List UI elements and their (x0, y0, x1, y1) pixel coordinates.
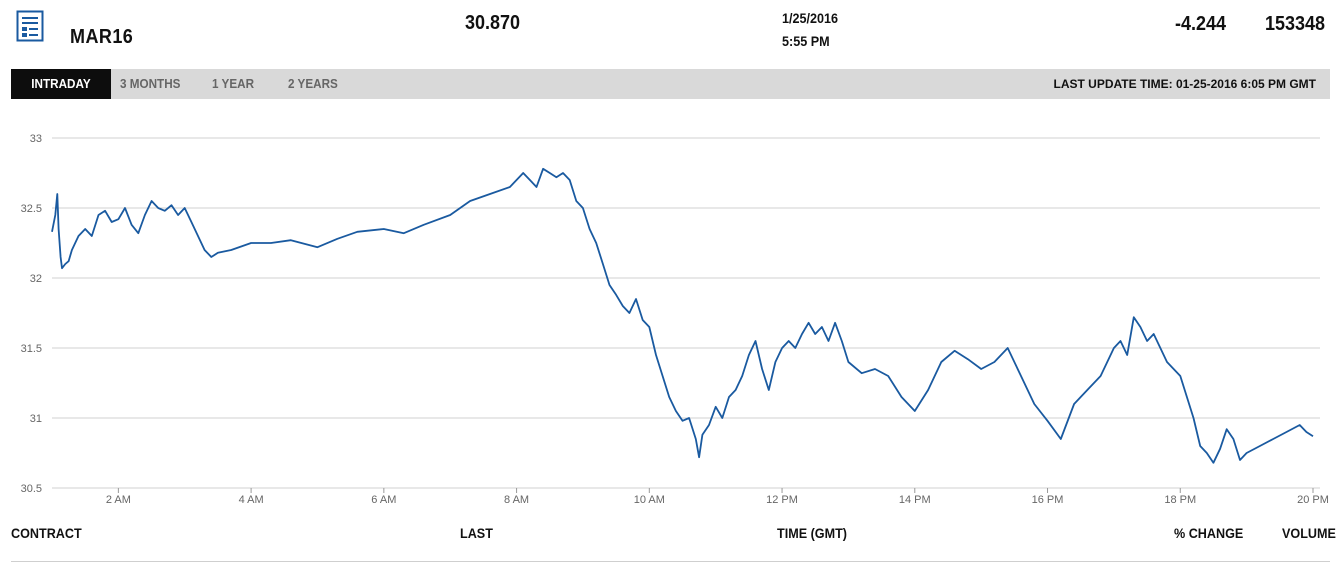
last-update-time: LAST UPDATE TIME: 01-25-2016 6:05 PM GMT (1053, 77, 1317, 91)
x-tick-label: 4 AM (239, 494, 264, 506)
y-tick-label: 32 (30, 273, 42, 285)
quote-header: MAR16 30.870 1/25/2016 5:55 PM -4.244 15… (0, 0, 1342, 66)
range-tab-bar: INTRADAY 3 MONTHS 1 YEAR 2 YEARS LAST UP… (11, 69, 1330, 99)
y-tick-label: 33 (30, 133, 42, 145)
x-tick-label: 18 PM (1164, 494, 1196, 506)
x-tick-label: 14 PM (899, 494, 931, 506)
tab-1-year[interactable]: 1 YEAR (212, 76, 255, 91)
column-percent-change: % CHANGE (1174, 525, 1244, 541)
contract-name: MAR16 (70, 26, 134, 48)
last-price: 30.870 (465, 12, 521, 34)
x-tick-label: 10 AM (634, 494, 665, 506)
tab-intraday-label: INTRADAY (31, 76, 91, 91)
y-tick-label: 31.5 (21, 343, 42, 355)
y-tick-label: 30.5 (21, 483, 42, 495)
y-tick-label: 31 (30, 413, 42, 425)
quote-date: 1/25/2016 (782, 10, 839, 26)
column-volume: VOLUME (1282, 525, 1336, 541)
x-tick-label: 20 PM (1297, 494, 1329, 506)
volume-value: 153348 (1265, 13, 1326, 35)
x-tick-label: 12 PM (766, 494, 798, 506)
column-time: TIME (GMT) (777, 525, 847, 541)
x-tick-label: 8 AM (504, 494, 529, 506)
tab-3-months[interactable]: 3 MONTHS (120, 76, 181, 91)
x-tick-label: 2 AM (106, 494, 131, 506)
quote-time: 5:55 PM (782, 33, 830, 49)
column-contract: CONTRACT (11, 525, 82, 541)
intraday-price-chart: 30.5 31 31.5 32 32.5 33 2 AM 4 AM 6 AM 8 AM 10 AM 1… (21, 133, 1329, 506)
tab-intraday[interactable]: INTRADAY (11, 69, 111, 99)
document-list-icon[interactable] (16, 10, 44, 42)
percent-change: -4.244 (1175, 13, 1227, 35)
price-series-line (51, 167, 1314, 464)
x-tick-label: 6 AM (371, 494, 396, 506)
column-last: LAST (460, 525, 493, 541)
column-labels: CONTRACT LAST TIME (GMT) % CHANGE VOLUME (0, 522, 1342, 562)
y-tick-label: 32.5 (21, 203, 42, 215)
x-tick-label: 16 PM (1032, 494, 1064, 506)
tab-2-years[interactable]: 2 YEARS (288, 76, 338, 91)
